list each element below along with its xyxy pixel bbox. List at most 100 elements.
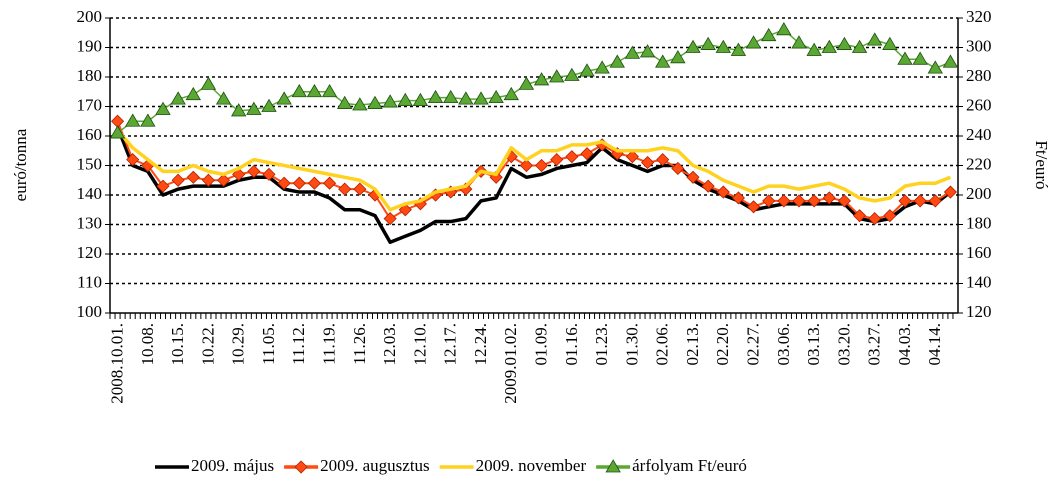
data-point xyxy=(686,170,700,184)
data-point xyxy=(156,179,170,193)
data-point xyxy=(125,113,141,127)
data-point xyxy=(883,209,897,223)
y-tick-label: 190 xyxy=(77,36,103,55)
data-point xyxy=(217,173,231,187)
data-point xyxy=(277,176,291,190)
y2-tick-label: 220 xyxy=(966,154,992,173)
x-tick-label: 11.12. xyxy=(289,323,308,365)
data-point xyxy=(777,194,791,208)
data-point xyxy=(550,153,564,167)
data-point xyxy=(321,83,338,98)
x-tick-label: 03.27. xyxy=(865,323,884,366)
y2-tick-label: 260 xyxy=(966,95,992,114)
data-point xyxy=(942,54,959,68)
data-point xyxy=(337,95,353,109)
data-point xyxy=(291,83,307,98)
data-point xyxy=(716,185,730,199)
data-point xyxy=(397,92,413,106)
data-point xyxy=(186,170,200,184)
data-point xyxy=(262,167,276,181)
x-tick-label: 2009.01.02. xyxy=(501,323,520,404)
y-axis-label: euró/tonna xyxy=(11,128,30,201)
data-point xyxy=(201,173,215,187)
data-point xyxy=(580,147,594,161)
data-point xyxy=(488,89,504,104)
data-point xyxy=(776,22,792,36)
y-tick-label: 140 xyxy=(77,184,103,203)
data-point xyxy=(731,191,745,205)
x-tick-label: 10.15. xyxy=(168,323,187,366)
x-tick-label: 04.14. xyxy=(925,323,944,366)
data-point xyxy=(535,158,549,173)
x-tick-label: 01.16. xyxy=(562,323,581,366)
y-tick-label: 130 xyxy=(77,213,103,232)
y-tick-label: 200 xyxy=(77,7,103,26)
data-point xyxy=(792,194,806,208)
y2-tick-label: 320 xyxy=(966,7,992,26)
data-point xyxy=(821,39,837,53)
data-point xyxy=(215,91,232,105)
x-tick-label: 11.19. xyxy=(319,323,338,365)
series-line xyxy=(116,128,952,212)
data-point xyxy=(458,91,474,105)
data-point xyxy=(641,155,655,170)
x-tick-label: 12.10. xyxy=(410,323,429,366)
x-tick-label: 01.09. xyxy=(531,323,550,366)
x-tick-label: 02.06. xyxy=(653,323,672,366)
data-point xyxy=(306,83,323,98)
x-tick-label: 03.20. xyxy=(834,323,853,366)
data-point xyxy=(837,194,851,208)
data-point xyxy=(292,176,306,190)
data-point xyxy=(867,32,883,46)
data-point xyxy=(624,45,641,59)
data-point xyxy=(700,36,716,50)
legend-label: árfolyam Ft/euró xyxy=(632,456,747,475)
data-point xyxy=(594,60,610,74)
y-tick-label: 160 xyxy=(77,125,103,144)
data-point xyxy=(928,194,942,208)
x-tick-label: 10.08. xyxy=(138,323,157,366)
data-point xyxy=(882,36,898,50)
y2-tick-label: 180 xyxy=(966,213,992,232)
data-point xyxy=(853,209,867,223)
x-tick-label: 10.29. xyxy=(229,323,248,366)
data-point xyxy=(338,182,352,196)
data-point xyxy=(685,39,701,53)
data-point xyxy=(747,200,761,214)
data-point xyxy=(897,51,913,65)
data-point xyxy=(943,185,957,199)
y-tick-label: 120 xyxy=(77,243,103,262)
data-point xyxy=(565,150,579,164)
legend-label: 2009. november xyxy=(476,456,587,475)
y-tick-label: 100 xyxy=(77,302,103,321)
y2-tick-label: 120 xyxy=(966,302,992,321)
data-point xyxy=(533,72,550,86)
data-point xyxy=(519,158,533,173)
x-tick-label: 02.13. xyxy=(683,323,702,366)
data-point xyxy=(868,212,882,226)
data-point xyxy=(609,54,625,68)
data-point xyxy=(671,161,685,176)
legend-label: 2009. augusztus xyxy=(320,456,430,475)
data-point xyxy=(762,194,776,208)
x-tick-label: 11.26. xyxy=(350,323,369,365)
data-point xyxy=(715,39,731,53)
data-point xyxy=(323,176,337,190)
y2-tick-label: 280 xyxy=(966,66,992,85)
data-point xyxy=(836,36,853,50)
data-point xyxy=(473,91,489,105)
data-point xyxy=(427,89,444,104)
data-point xyxy=(276,91,292,105)
x-tick-label: 12.03. xyxy=(380,323,399,366)
data-point xyxy=(503,86,519,101)
data-point xyxy=(656,153,670,167)
y-tick-label: 110 xyxy=(77,272,102,291)
x-tick-label: 01.30. xyxy=(622,323,641,366)
x-tick-label: 02.20. xyxy=(713,323,732,366)
data-point xyxy=(745,35,762,49)
data-point xyxy=(851,39,868,53)
data-point xyxy=(171,173,185,187)
data-point xyxy=(231,103,247,117)
data-point xyxy=(155,101,171,115)
